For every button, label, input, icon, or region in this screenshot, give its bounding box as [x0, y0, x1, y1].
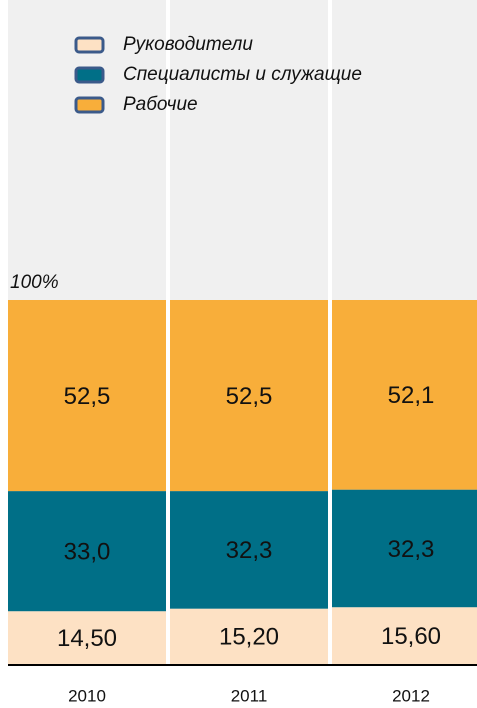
legend-label: Руководители: [123, 34, 253, 55]
value-label: 32,3: [226, 537, 273, 564]
value-label: 14,50: [57, 625, 117, 652]
bar-segment: [8, 491, 166, 612]
value-label: 15,20: [219, 624, 279, 651]
bar-segment: [8, 300, 166, 492]
x-tick-label: 2012: [392, 686, 430, 705]
bar-segment: [170, 608, 328, 664]
value-label: 32,3: [388, 536, 435, 563]
legend-swatch: [74, 36, 105, 54]
legend-label: Специалисты и служащие: [123, 64, 362, 85]
bar-segment: [332, 489, 477, 608]
value-label: 52,5: [64, 383, 111, 410]
bar-segment: [332, 607, 477, 664]
bar-segment: [170, 491, 328, 609]
value-label: 52,5: [226, 383, 273, 410]
x-tick-label: 2010: [68, 686, 106, 705]
x-tick-label: 2011: [231, 686, 268, 705]
value-label: 15,60: [381, 623, 441, 650]
bar-segment: [332, 300, 477, 490]
legend-swatch: [74, 66, 105, 84]
y-tick-label: 100%: [10, 272, 59, 293]
legend-swatch: [74, 96, 105, 114]
bar-segment: [8, 611, 166, 664]
value-label: 33,0: [64, 539, 111, 566]
value-label: 52,1: [388, 382, 435, 409]
legend-label: Рабочие: [123, 94, 198, 115]
bar-segment: [170, 300, 328, 492]
